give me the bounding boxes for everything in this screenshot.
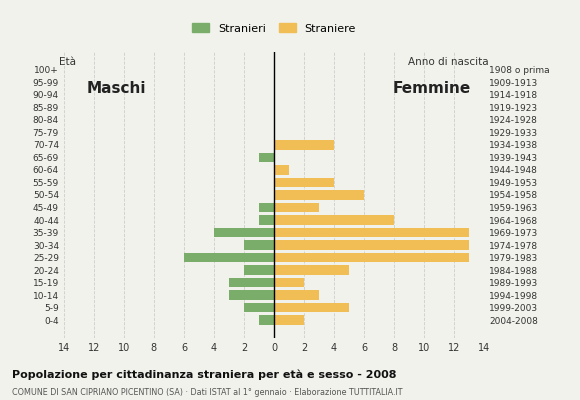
- Bar: [274, 240, 469, 250]
- Bar: [184, 253, 274, 262]
- Text: COMUNE DI SAN CIPRIANO PICENTINO (SA) · Dati ISTAT al 1° gennaio · Elaborazione : COMUNE DI SAN CIPRIANO PICENTINO (SA) · …: [12, 388, 402, 397]
- Bar: [274, 178, 334, 187]
- Text: Maschi: Maschi: [86, 81, 146, 96]
- Bar: [274, 303, 349, 312]
- Bar: [214, 228, 274, 238]
- Text: Popolazione per cittadinanza straniera per età e sesso - 2008: Popolazione per cittadinanza straniera p…: [12, 370, 396, 380]
- Bar: [229, 290, 274, 300]
- Bar: [259, 315, 274, 325]
- Text: Età: Età: [59, 57, 77, 67]
- Bar: [259, 215, 274, 225]
- Bar: [274, 290, 319, 300]
- Bar: [274, 253, 469, 262]
- Bar: [274, 203, 319, 212]
- Text: Anno di nascita: Anno di nascita: [408, 57, 489, 67]
- Bar: [274, 265, 349, 275]
- Bar: [244, 265, 274, 275]
- Bar: [244, 240, 274, 250]
- Bar: [274, 315, 304, 325]
- Bar: [274, 228, 469, 238]
- Bar: [274, 190, 364, 200]
- Bar: [259, 203, 274, 212]
- Bar: [274, 278, 304, 288]
- Bar: [274, 140, 334, 150]
- Bar: [259, 152, 274, 162]
- Text: Femmine: Femmine: [393, 81, 471, 96]
- Bar: [244, 303, 274, 312]
- Bar: [274, 165, 289, 175]
- Bar: [229, 278, 274, 288]
- Bar: [274, 215, 394, 225]
- Legend: Stranieri, Straniere: Stranieri, Straniere: [192, 23, 356, 34]
